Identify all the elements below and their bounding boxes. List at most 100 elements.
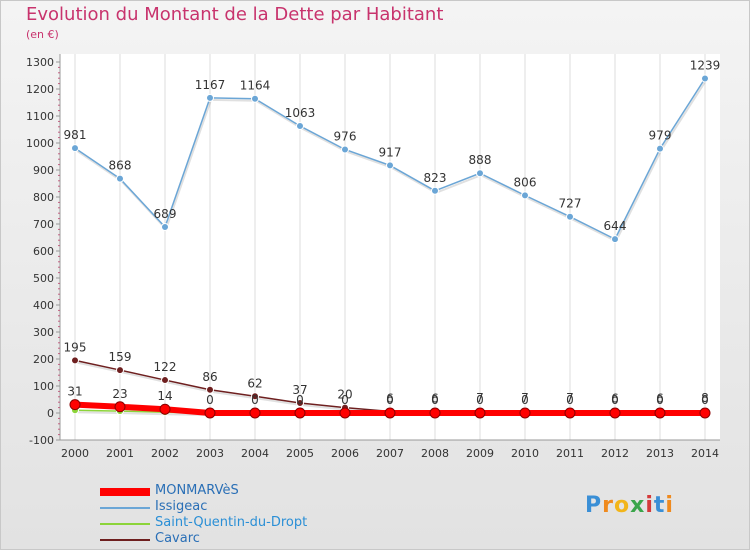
- data-label: 727: [559, 197, 582, 211]
- legend-label: MONMARVèS: [155, 483, 239, 498]
- chart-subtitle: (en €): [26, 28, 59, 41]
- data-point: [296, 399, 304, 408]
- data-point: [519, 407, 531, 419]
- data-point: [114, 401, 126, 413]
- y-tick-label: 1300: [26, 56, 54, 69]
- data-point: [609, 407, 621, 419]
- data-point: [566, 212, 574, 221]
- data-label: 806: [514, 175, 537, 189]
- data-label: 0: [476, 393, 484, 407]
- data-point: [656, 144, 664, 153]
- data-point: [474, 407, 486, 419]
- data-label: 0: [431, 393, 439, 407]
- x-tick-label: 2005: [286, 447, 314, 460]
- data-point: [116, 174, 124, 183]
- legend-label: Cavarc: [155, 531, 200, 546]
- data-point: [429, 407, 441, 419]
- data-label: 7: [521, 391, 529, 405]
- x-tick-label: 2010: [511, 447, 539, 460]
- data-point: [384, 407, 396, 419]
- data-label: 979: [649, 129, 672, 143]
- y-tick-label: 0: [47, 407, 54, 420]
- data-label: 31: [67, 385, 82, 399]
- data-label: 122: [154, 360, 177, 374]
- x-tick-label: 2004: [241, 447, 269, 460]
- data-label: 981: [64, 128, 87, 142]
- data-label: 0: [701, 393, 709, 407]
- data-point: [521, 191, 529, 200]
- data-label: 0: [206, 393, 214, 407]
- data-label: 0: [386, 393, 394, 407]
- data-label: 6: [611, 391, 619, 405]
- x-tick-label: 2011: [556, 447, 584, 460]
- y-tick-label: 800: [33, 191, 54, 204]
- data-label: 0: [521, 393, 529, 407]
- data-point: [251, 94, 259, 103]
- data-point: [294, 407, 306, 419]
- data-label: 1239: [690, 58, 721, 72]
- data-point: [71, 144, 79, 153]
- data-label: 20: [337, 388, 352, 402]
- y-tick-label: 600: [33, 245, 54, 258]
- x-tick-label: 2000: [61, 447, 89, 460]
- data-label: 14: [157, 389, 172, 403]
- data-label: 1164: [240, 79, 271, 93]
- y-tick-label: 700: [33, 218, 54, 231]
- data-point: [161, 222, 169, 231]
- data-label: 888: [469, 153, 492, 167]
- data-point: [431, 186, 439, 195]
- x-tick-label: 2008: [421, 447, 449, 460]
- data-label: 86: [202, 370, 217, 384]
- data-label: 0: [251, 393, 259, 407]
- x-tick-label: 2001: [106, 447, 134, 460]
- data-label: 6: [386, 391, 394, 405]
- data-label: 159: [109, 350, 132, 364]
- x-tick-label: 2014: [691, 447, 719, 460]
- x-tick-label: 2002: [151, 447, 179, 460]
- y-tick-label: 200: [33, 353, 54, 366]
- x-tick-label: 2009: [466, 447, 494, 460]
- x-tick-label: 2013: [646, 447, 674, 460]
- data-point: [69, 399, 81, 411]
- legend-label: Saint-Quentin-du-Dropt: [155, 515, 308, 530]
- data-label: 689: [154, 207, 177, 221]
- data-point: [206, 385, 214, 394]
- x-tick-label: 2003: [196, 447, 224, 460]
- data-label: 0: [656, 393, 664, 407]
- legend-label: Issigeac: [155, 499, 208, 514]
- y-tick-label: 100: [33, 380, 54, 393]
- x-tick-label: 2007: [376, 447, 404, 460]
- data-label: 8: [701, 391, 709, 405]
- legend-swatch: [100, 539, 150, 541]
- data-point: [159, 403, 171, 415]
- data-label: 0: [566, 393, 574, 407]
- legend-swatch: [100, 488, 150, 496]
- data-label: 644: [604, 219, 627, 233]
- data-point: [161, 376, 169, 385]
- data-point: [476, 169, 484, 178]
- data-label: 0: [611, 393, 619, 407]
- y-tick-label: 400: [33, 299, 54, 312]
- data-label: 62: [247, 376, 262, 390]
- data-label: 7: [566, 391, 574, 405]
- data-label: 917: [379, 145, 402, 159]
- data-label: 0: [296, 393, 304, 407]
- data-label: 6: [656, 391, 664, 405]
- data-label: 0: [341, 393, 349, 407]
- data-label: 7: [476, 391, 484, 405]
- data-point: [71, 356, 79, 365]
- data-label: 6: [431, 391, 439, 405]
- data-point: [296, 121, 304, 130]
- data-label: 823: [424, 171, 447, 185]
- y-tick-label: 900: [33, 164, 54, 177]
- data-point: [654, 407, 666, 419]
- data-point: [206, 93, 214, 102]
- data-point: [249, 407, 261, 419]
- data-point: [116, 366, 124, 375]
- legend-swatch: [100, 523, 150, 525]
- data-point: [701, 74, 709, 83]
- data-point: [339, 407, 351, 419]
- y-tick-label: 1000: [26, 137, 54, 150]
- data-label: 37: [292, 383, 307, 397]
